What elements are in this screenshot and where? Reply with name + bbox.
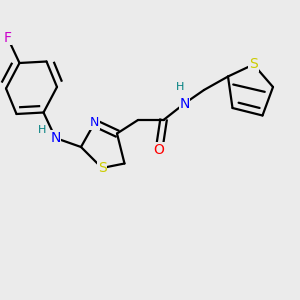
Text: S: S (249, 58, 258, 71)
Text: N: N (179, 97, 190, 110)
Text: N: N (90, 116, 99, 130)
Text: F: F (4, 31, 11, 44)
Text: O: O (154, 143, 164, 157)
Text: N: N (50, 131, 61, 145)
Text: S: S (98, 161, 106, 175)
Text: H: H (176, 82, 184, 92)
Text: H: H (38, 124, 46, 135)
